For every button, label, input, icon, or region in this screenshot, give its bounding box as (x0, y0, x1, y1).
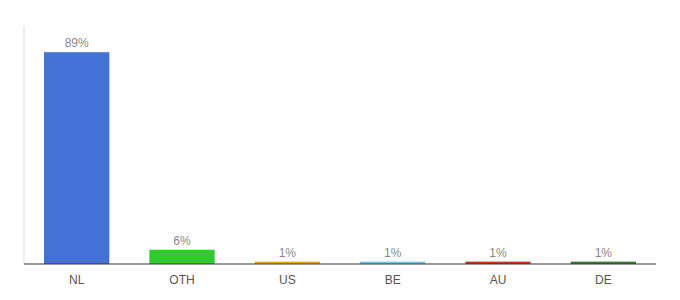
data-label: 1% (489, 246, 507, 260)
y-axis-line (24, 26, 25, 264)
x-tick-label: OTH (169, 273, 194, 287)
x-tick-label: BE (385, 273, 401, 287)
bars (44, 52, 636, 264)
x-axis-line (24, 263, 656, 264)
data-label: 1% (279, 246, 297, 260)
x-tick-label: AU (490, 273, 507, 287)
x-tick-label: NL (69, 273, 85, 287)
data-label: 1% (384, 246, 402, 260)
x-tick-label: US (279, 273, 296, 287)
data-label: 1% (595, 246, 613, 260)
data-label: 6% (173, 234, 191, 248)
x-tick-label: DE (595, 273, 612, 287)
chart-container: 89% 6% 1% 1% 1% 1% NL OTH US BE AU DE (0, 0, 680, 300)
bar (149, 250, 214, 264)
chart-svg: 89% 6% 1% 1% 1% 1% NL OTH US BE AU DE (0, 0, 680, 300)
bar (44, 52, 109, 264)
data-label: 89% (65, 36, 89, 50)
